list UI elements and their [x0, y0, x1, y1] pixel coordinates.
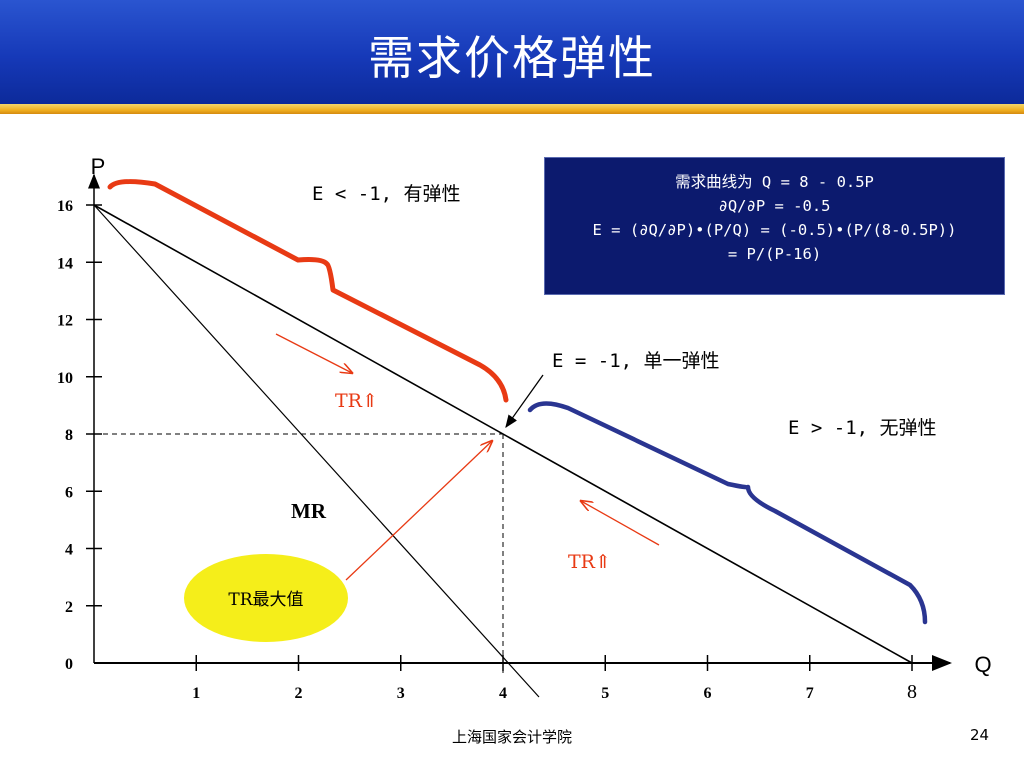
elastic-brace	[107, 179, 509, 403]
formula-line-elasticity: E = (∂Q/∂P)•(P/Q) = (-0.5)•(P/(8-0.5P))	[592, 221, 957, 239]
formula-line-result: = P/(P-16)	[727, 245, 822, 263]
demand-curve	[93, 204, 913, 664]
title-underline	[0, 104, 1024, 114]
tr-max-bubble	[184, 554, 348, 642]
formula-line-demand: 需求曲线为 Q = 8 - 0.5P	[675, 173, 874, 191]
y-tick-label: 0	[65, 656, 73, 673]
tr-max-arrow	[345, 441, 492, 581]
mr-curve	[93, 204, 540, 698]
unit-elasticity-pointer	[505, 374, 544, 429]
y-tick-label: 2	[65, 599, 73, 616]
elastic-label: E < -1, 有弹性	[312, 183, 461, 205]
demand-formula-box: 需求曲线为 Q = 8 - 0.5P ∂Q/∂P = -0.5 E = (∂Q/…	[544, 157, 1005, 295]
y-axis-label: P	[91, 154, 106, 179]
inelastic-label: E > -1, 无弹性	[788, 417, 937, 439]
slide-title: 需求价格弹性	[368, 31, 656, 85]
x-tick-label: 1	[192, 685, 200, 702]
unit-elastic-label: E = -1, 单一弹性	[552, 350, 720, 372]
title-bar	[0, 0, 1024, 104]
tr-increase-label-right: TR⇑	[568, 551, 611, 573]
y-tick-label: 12	[57, 313, 73, 330]
inelastic-brace	[527, 401, 928, 625]
x-tick-label: 3	[397, 685, 405, 702]
page-number: 24	[970, 726, 990, 744]
tr-arrow-left	[275, 333, 352, 373]
y-tick-label: 8	[65, 427, 73, 444]
y-tick-label: 4	[65, 542, 73, 559]
y-tick-label: 10	[57, 370, 73, 387]
tr-arrow-right	[581, 501, 660, 546]
x-tick-label: 6	[704, 685, 712, 702]
y-tick-label: 14	[57, 255, 73, 272]
x-tick-label: 2	[295, 685, 303, 702]
tr-max-label: TR最大值	[228, 590, 303, 610]
x-tick-label: 4	[499, 685, 507, 702]
x-tick-label: 8	[907, 681, 917, 703]
y-tick-label: 6	[65, 484, 73, 501]
y-tick-label: 16	[57, 198, 73, 215]
mr-label: MR	[291, 499, 327, 523]
tr-increase-label-left: TR⇑	[335, 390, 378, 412]
footer-institution: 上海国家会计学院	[451, 728, 572, 746]
x-tick-label: 7	[806, 685, 814, 702]
x-tick-label: 5	[601, 685, 609, 702]
formula-line-derivative: ∂Q/∂P = -0.5	[718, 197, 831, 215]
x-axis-label: Q	[974, 652, 991, 677]
